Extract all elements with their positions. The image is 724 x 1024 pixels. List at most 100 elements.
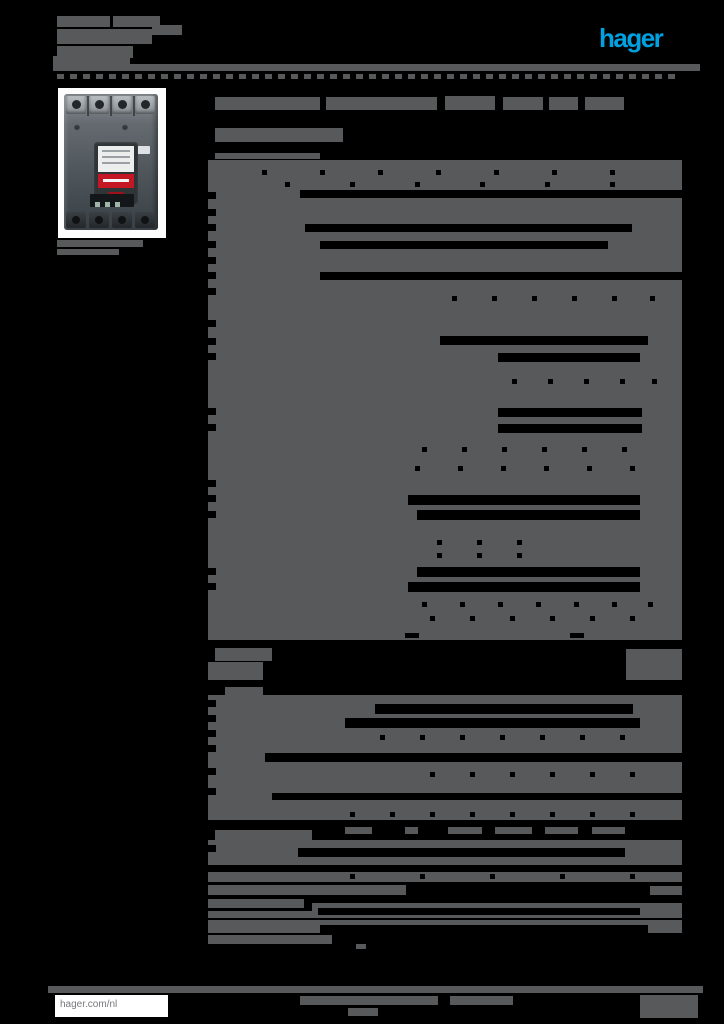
word-gap [620, 379, 625, 384]
word-gap [550, 812, 555, 817]
word-gap [437, 540, 442, 545]
text-gap [208, 495, 216, 502]
word-gap [548, 379, 553, 384]
breaker-brand-mark [135, 146, 150, 154]
text-gap [208, 511, 216, 518]
greeked-small-text [408, 74, 415, 79]
breaker-display [90, 194, 134, 207]
word-gap [517, 553, 522, 558]
text-gap [208, 224, 216, 231]
text-gap [498, 353, 640, 362]
word-gap [572, 296, 577, 301]
word-gap [510, 772, 515, 777]
word-gap [542, 447, 547, 452]
word-gap [574, 602, 579, 607]
text-gap [272, 793, 682, 800]
text-gap [498, 424, 642, 433]
breaker-bottom-terminal [112, 212, 132, 228]
footer-website-text[interactable]: hager.com/nl [60, 999, 118, 1010]
greeked-small-text [642, 74, 649, 79]
word-gap [390, 812, 395, 817]
greeked-small-text [135, 74, 142, 79]
greeked-small-text [590, 74, 597, 79]
greeked-text-block [300, 996, 438, 1005]
word-gap [570, 633, 584, 638]
greeked-small-text [603, 74, 610, 79]
greeked-text-block [545, 827, 578, 834]
greeked-small-text [395, 74, 402, 79]
word-gap [490, 874, 495, 879]
word-gap [350, 812, 355, 817]
greeked-small-text [252, 74, 259, 79]
greeked-text-block [326, 97, 437, 110]
word-gap [415, 182, 420, 187]
breaker-red-label [98, 174, 134, 188]
greeked-small-text [655, 74, 662, 79]
greeked-text-block [208, 911, 328, 918]
word-gap [470, 772, 475, 777]
greeked-small-text [629, 74, 636, 79]
greeked-small-text [525, 74, 532, 79]
text-gap [208, 745, 216, 752]
greeked-text-block [549, 97, 578, 110]
greeked-text-block [53, 64, 700, 71]
word-gap [590, 812, 595, 817]
text-gap [498, 408, 642, 417]
breaker-screw [74, 124, 80, 130]
text-gap [320, 241, 608, 249]
breaker-top-terminal [66, 96, 86, 114]
word-gap [590, 772, 595, 777]
greeked-text-block [448, 827, 482, 834]
greeked-small-text [564, 74, 571, 79]
word-gap [545, 182, 550, 187]
greeked-small-text [577, 74, 584, 79]
greeked-small-text [239, 74, 246, 79]
greeked-small-text [512, 74, 519, 79]
word-gap [510, 812, 515, 817]
footer-website-box: hager.com/nl [55, 995, 168, 1017]
greeked-text-block [626, 649, 682, 680]
word-gap [620, 735, 625, 740]
greeked-small-text [148, 74, 155, 79]
breaker-top-terminal [135, 96, 155, 114]
word-gap [498, 602, 503, 607]
text-gap [208, 715, 216, 722]
word-gap [552, 170, 557, 175]
greeked-text-block [57, 46, 133, 58]
word-gap [630, 466, 635, 471]
word-gap [630, 812, 635, 817]
greeked-text-block [503, 97, 543, 110]
word-gap [590, 616, 595, 621]
word-gap [502, 447, 507, 452]
text-gap [208, 288, 216, 295]
breaker-top-terminal [112, 96, 132, 114]
greeked-small-text [486, 74, 493, 79]
word-gap [452, 296, 457, 301]
word-gap [630, 616, 635, 621]
greeked-small-text [161, 74, 168, 79]
word-gap [652, 379, 657, 384]
word-gap [320, 170, 325, 175]
greeked-small-text [213, 74, 220, 79]
word-gap [582, 447, 587, 452]
word-gap [550, 616, 555, 621]
greeked-text-block [215, 128, 343, 142]
greeked-small-text [57, 74, 64, 79]
text-gap [305, 224, 632, 232]
greeked-small-text [538, 74, 545, 79]
text-gap [208, 192, 216, 199]
word-gap [580, 735, 585, 740]
greeked-small-text [447, 74, 454, 79]
word-gap [460, 602, 465, 607]
text-gap [208, 257, 216, 264]
word-gap [560, 874, 565, 879]
greeked-text-block [208, 885, 406, 895]
greeked-small-text [278, 74, 285, 79]
word-gap [630, 874, 635, 879]
greeked-text-block [208, 872, 682, 882]
text-gap [208, 320, 216, 327]
word-gap [540, 735, 545, 740]
greeked-small-text [473, 74, 480, 79]
greeked-text-block [215, 153, 320, 159]
word-gap [544, 466, 549, 471]
